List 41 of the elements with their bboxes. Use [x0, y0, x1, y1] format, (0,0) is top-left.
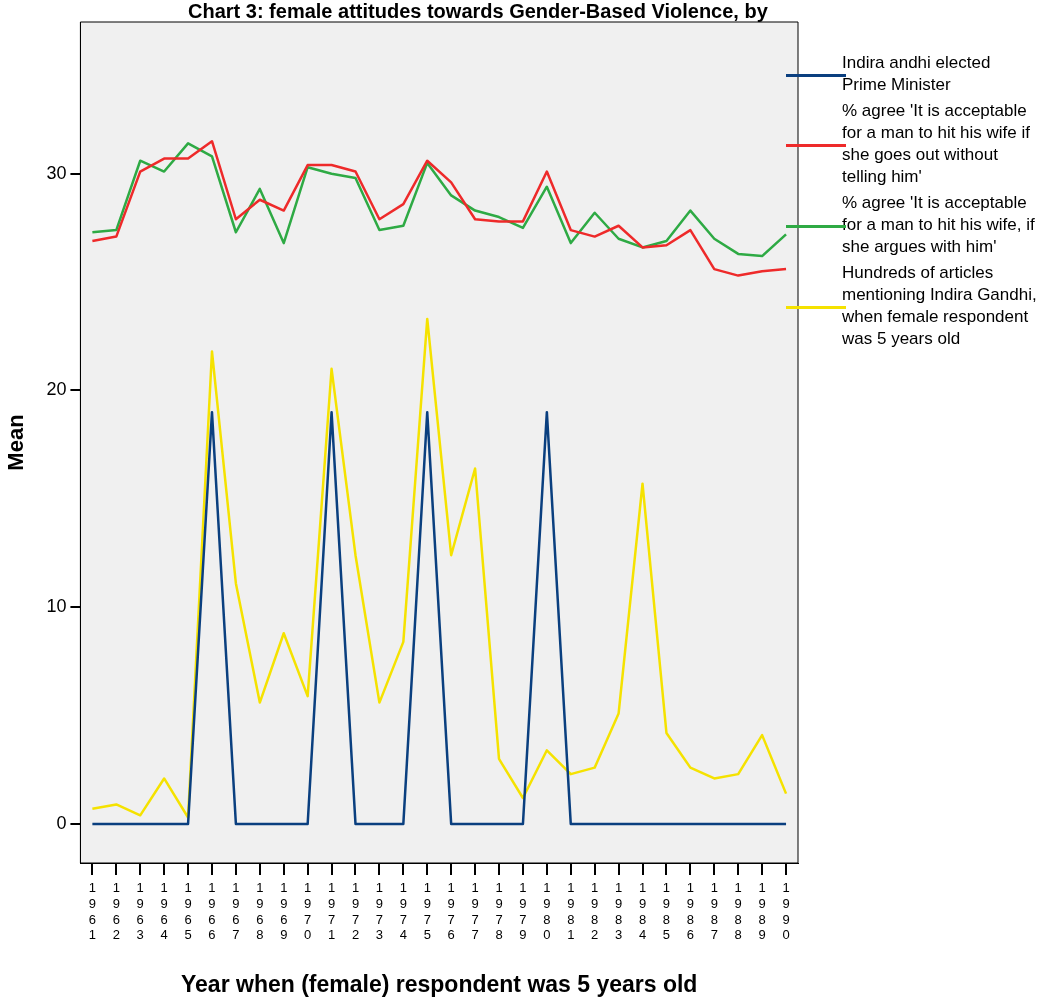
legend-label: Indira andhi elected Prime Minister	[841, 52, 992, 96]
x-tick-label: 1979	[519, 880, 527, 943]
x-tick-label: 1982	[591, 880, 599, 943]
chart-title: Chart 3: female attitudes towards Gender-Based Violence, by	[188, 0, 768, 22]
x-tick-label: 1963	[136, 880, 144, 943]
x-tick-label: 1962	[112, 880, 120, 943]
x-tick-label: 1966	[208, 880, 216, 943]
x-tick-label: 1965	[184, 880, 192, 943]
x-tick-label: 1972	[351, 880, 360, 943]
x-tick-label: 1975	[423, 880, 431, 943]
x-tick-label: 1978	[495, 880, 503, 943]
legend-label: % agree 'It is acceptable for a man to hit his wife, if she argues with him'	[841, 192, 1036, 258]
x-tick-label: 1987	[710, 880, 718, 943]
x-tick-label: 1983	[614, 880, 623, 943]
legend-label: % agree 'It is acceptable for a man to hit his wife if she goes out without telling him'	[841, 100, 1032, 188]
x-tick-label: 1990	[782, 880, 790, 943]
y-tick-label: 0	[56, 812, 67, 833]
x-tick-label: 1967	[232, 880, 240, 943]
x-tick-label: 1968	[256, 880, 264, 943]
y-axis-title: Mean	[3, 414, 29, 471]
x-tick-label: 1969	[280, 880, 288, 943]
x-tick-label: 1986	[686, 880, 694, 943]
x-axis-title: Year when (female) respondent was 5 years old	[181, 970, 698, 997]
x-tick-label: 1977	[471, 880, 479, 943]
x-tick-label: 1974	[399, 880, 407, 943]
x-tick-label: 1984	[638, 880, 647, 943]
x-tick-label: 1971	[327, 880, 336, 943]
x-tick-label: 1981	[567, 880, 575, 943]
y-tick-label: 30	[46, 162, 67, 183]
x-tick-label: 1964	[160, 880, 168, 943]
legend-label: Hundreds of articles mentioning Indira Gandhi, when female respondent was 5 years old	[841, 262, 1037, 350]
y-tick-label: 20	[46, 379, 67, 400]
x-tick-label: 1961	[88, 880, 96, 943]
x-tick-label: 1989	[758, 880, 766, 943]
x-tick-label: 1988	[734, 880, 742, 943]
x-tick-label: 1970	[304, 880, 312, 943]
x-tick-label: 1985	[662, 880, 671, 943]
x-tick-label: 1973	[375, 880, 384, 943]
x-tick-label: 1976	[447, 880, 455, 943]
y-tick-label: 10	[46, 596, 67, 617]
x-tick-label: 1980	[543, 880, 551, 943]
